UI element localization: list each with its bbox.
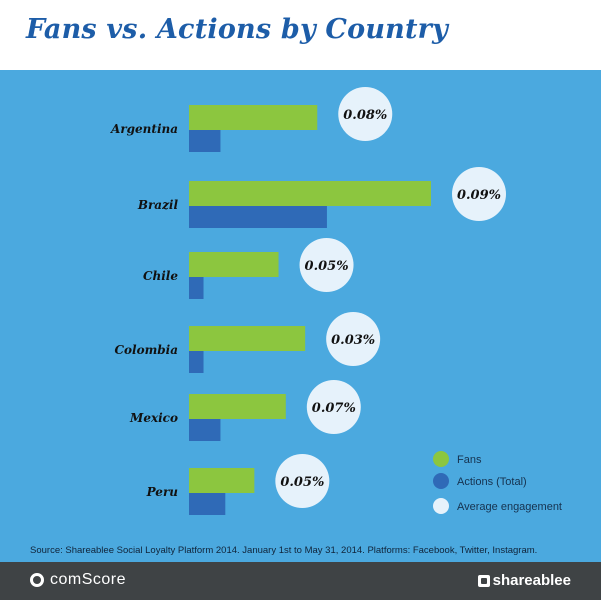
fans-bar-argentina (189, 105, 318, 130)
engagement-bubble-colombia (326, 312, 381, 366)
country-label-brazil: Brazil (137, 198, 179, 212)
engagement-bubble-brazil (452, 167, 506, 221)
country-label-colombia: Colombia (114, 343, 178, 357)
legend-swatch-actions-total (433, 473, 449, 489)
actions-bar-peru (189, 493, 226, 515)
engagement-label-chile: 0.05% (305, 259, 349, 274)
engagement-label-mexico: 0.07% (312, 401, 356, 416)
legend-label-average-engagement: Average engagement (457, 501, 562, 513)
actions-bar-chile (189, 277, 204, 299)
engagement-bubble-chile (299, 238, 354, 292)
fans-bar-colombia (189, 326, 306, 351)
country-label-peru: Peru (146, 485, 179, 499)
country-label-mexico: Mexico (129, 411, 178, 425)
source-note: Source: Shareablee Social Loyalty Platfo… (30, 545, 538, 556)
engagement-label-colombia: 0.03% (331, 333, 375, 348)
bar-chart: Argentina 0.08% Brazil 0.09% Chile 0.05% Colom… (110, 87, 562, 515)
comscore-icon (30, 573, 44, 587)
fans-bar-chile (189, 252, 279, 277)
shareablee-logo: shareablee (477, 572, 571, 589)
fans-bar-mexico (189, 394, 286, 419)
country-label-argentina: Argentina (110, 122, 178, 136)
shareablee-icon (477, 574, 490, 587)
engagement-label-peru: 0.05% (280, 475, 324, 490)
actions-bar-mexico (189, 419, 221, 441)
actions-bar-brazil (189, 206, 327, 228)
comscore-brand: comScore (50, 571, 127, 588)
engagement-label-argentina: 0.08% (343, 108, 387, 123)
shareablee-brand: shareablee (492, 572, 571, 589)
engagement-bubble-mexico (306, 380, 361, 434)
engagement-bubble-argentina (338, 87, 393, 141)
legend-swatch-average-engagement (433, 498, 449, 514)
fans-bar-peru (189, 468, 255, 493)
engagement-label-brazil: 0.09% (457, 188, 501, 203)
legend-swatch-fans (433, 451, 449, 467)
legend-label-fans: Fans (457, 454, 482, 466)
footer-bar: comScore shareablee (0, 562, 601, 600)
country-label-chile: Chile (143, 269, 178, 283)
comscore-logo: comScore (30, 571, 126, 589)
actions-bar-colombia (189, 351, 204, 373)
fans-bar-brazil (189, 181, 431, 206)
chart-area: Argentina 0.08% Brazil 0.09% Chile 0.05% Colom… (0, 70, 601, 562)
page-title: Fans vs. Actions by Country (26, 14, 448, 45)
engagement-bubble-peru (275, 454, 330, 508)
actions-bar-argentina (189, 130, 221, 152)
legend-label-actions-total: Actions (Total) (457, 476, 527, 488)
